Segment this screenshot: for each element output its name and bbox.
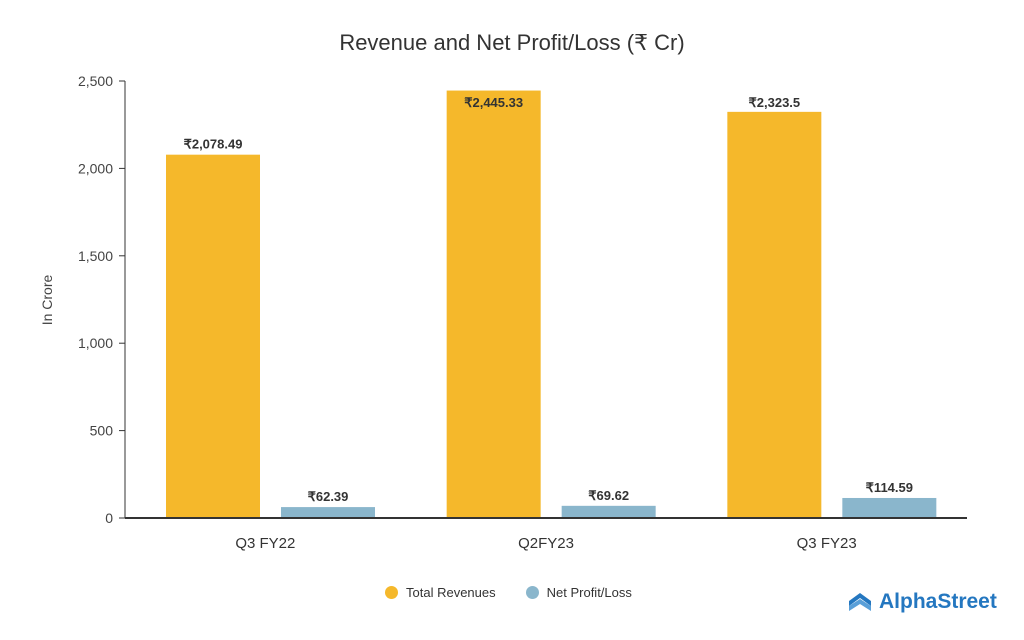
legend-swatch-profit	[525, 586, 539, 599]
x-tick-label: Q3 FY23	[797, 535, 857, 552]
data-label: ₹62.39	[308, 489, 349, 504]
y-tick-label: 500	[90, 423, 114, 439]
data-label: ₹2,323.5	[749, 95, 801, 110]
chart-title: Revenue and Net Profit/Loss (₹ Cr)	[339, 30, 685, 55]
y-tick-label: 2,000	[78, 160, 113, 176]
legend-item-revenues: Total Revenues	[385, 585, 496, 600]
legend-item-profit: Net Profit/Loss	[525, 585, 632, 600]
logo-text: AlphaStreet	[879, 590, 997, 613]
legend-swatch-revenues	[385, 586, 398, 599]
y-axis-label: In Crore	[39, 275, 55, 326]
y-tick-label: 2,500	[78, 73, 113, 89]
bar-revenue	[166, 154, 260, 519]
data-label: ₹2,078.49	[184, 137, 243, 152]
alphastreet-logo: AlphaStreet	[847, 590, 997, 614]
y-tick-label: 1,500	[78, 248, 113, 264]
bar-revenue	[727, 111, 822, 518]
legend-label: Net Profit/Loss	[546, 585, 632, 600]
logo-icon	[849, 593, 871, 611]
x-tick-label: Q2FY23	[518, 535, 574, 552]
bar-net-profit	[281, 507, 375, 518]
data-label: ₹69.62	[588, 488, 629, 503]
data-label: ₹114.59	[866, 480, 913, 495]
bar-revenue	[446, 90, 541, 519]
legend-label: Total Revenues	[406, 585, 496, 600]
legend: Total Revenues Net Profit/Loss	[385, 585, 632, 600]
bar-net-profit	[561, 505, 656, 518]
y-tick-label: 0	[105, 510, 113, 526]
x-tick-label: Q3 FY22	[235, 535, 295, 552]
bar-net-profit	[842, 497, 937, 518]
data-label: ₹2,445.33	[464, 95, 523, 110]
y-tick-label: 1,000	[78, 335, 113, 351]
